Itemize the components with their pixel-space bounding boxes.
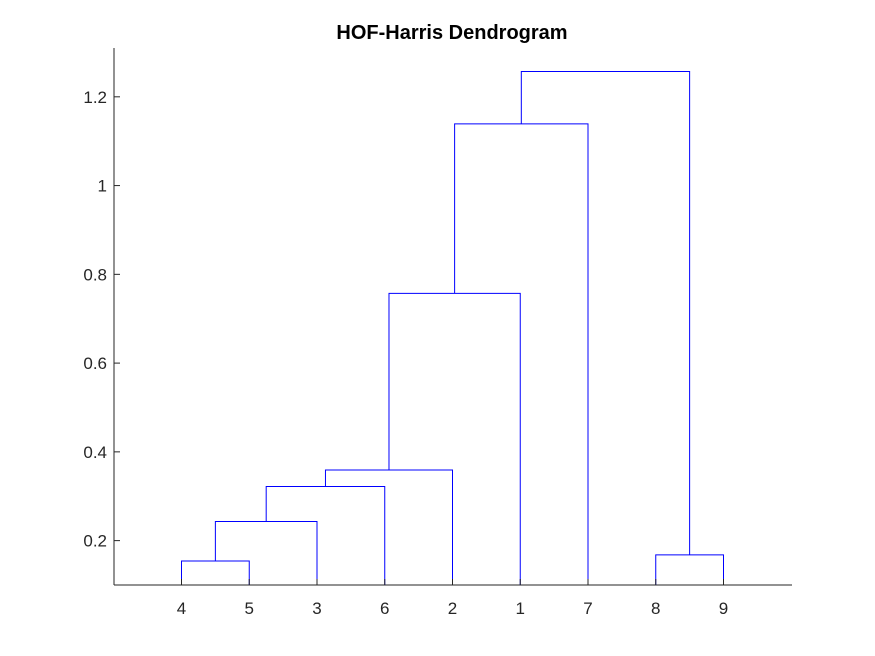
x-tick-label: 5 xyxy=(245,599,254,618)
y-tick-label: 0.4 xyxy=(83,443,107,462)
y-ticks: 0.2 0.4 0.6 0.8 1 1.2 xyxy=(83,88,120,551)
y-tick-label: 0.8 xyxy=(83,265,107,284)
x-tick-label: 4 xyxy=(177,599,186,618)
y-tick-label: 1 xyxy=(98,177,107,196)
x-tick-label: 6 xyxy=(380,599,389,618)
x-ticks: 4 5 3 6 2 1 7 8 9 xyxy=(177,579,728,618)
x-tick-label: 3 xyxy=(312,599,321,618)
x-tick-label: 7 xyxy=(583,599,592,618)
x-tick-label: 8 xyxy=(651,599,660,618)
y-tick-label: 1.2 xyxy=(83,88,107,107)
dendrogram-link xyxy=(520,71,691,555)
x-tick-label: 9 xyxy=(719,599,728,618)
dendrogram-link xyxy=(181,560,250,585)
x-tick-label: 2 xyxy=(448,599,457,618)
dendrogram-links xyxy=(181,71,724,585)
x-tick-label: 1 xyxy=(516,599,525,618)
chart-title: HOF-Harris Dendrogram xyxy=(336,22,567,44)
y-tick-label: 0.2 xyxy=(83,532,107,551)
y-tick-label: 0.6 xyxy=(83,354,107,373)
